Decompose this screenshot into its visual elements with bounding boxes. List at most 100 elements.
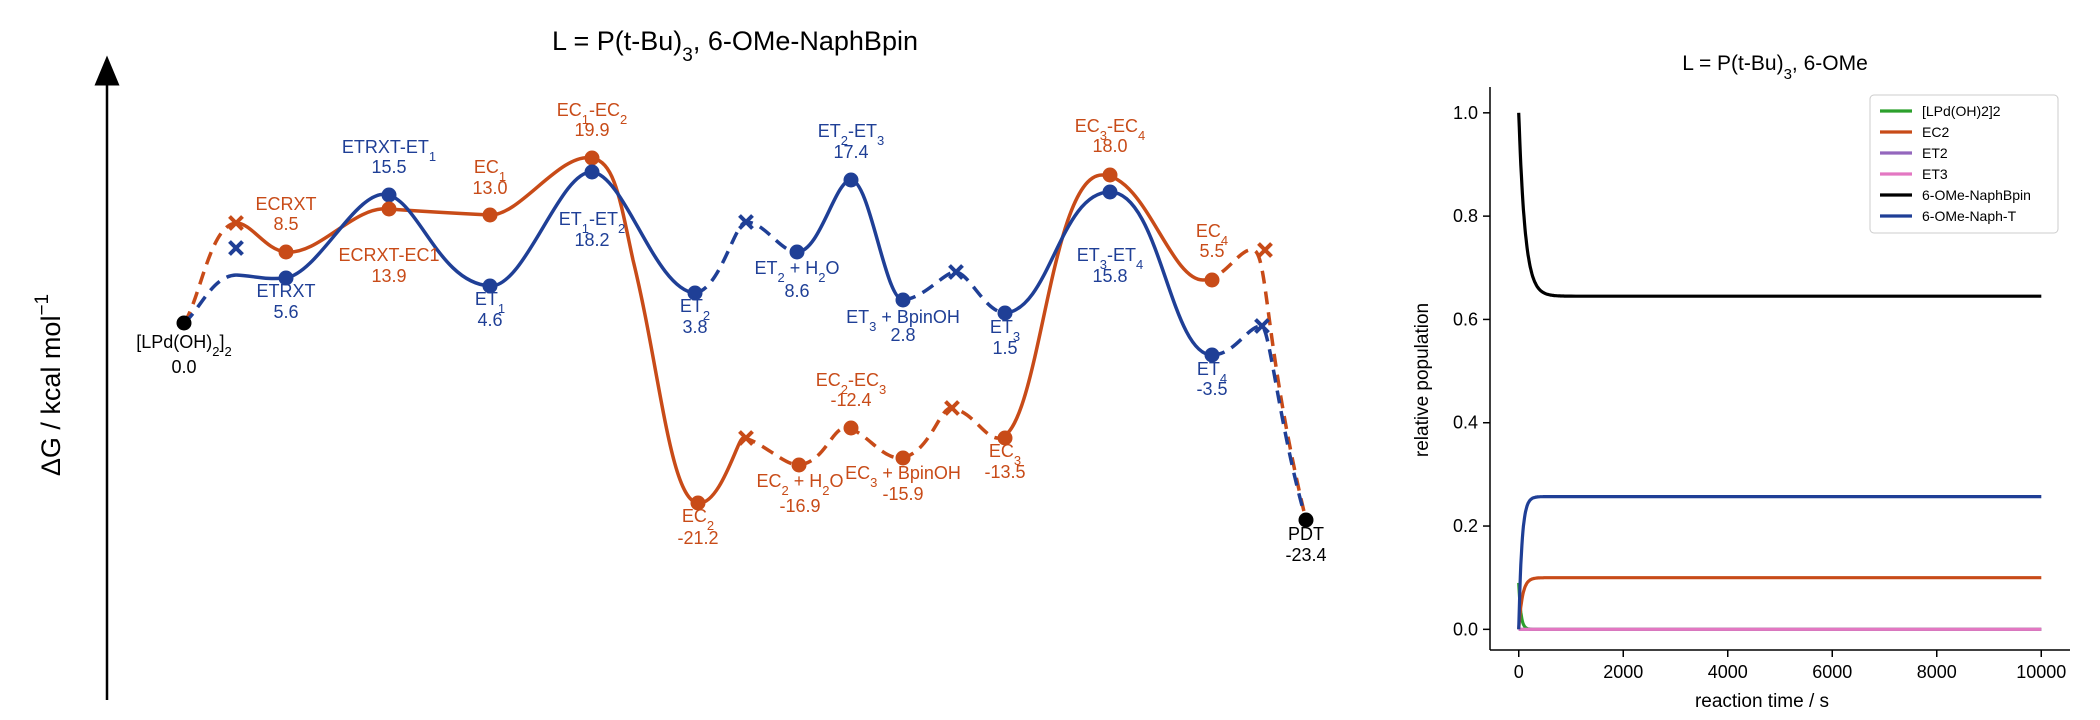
energy-markers <box>176 150 1314 528</box>
energy-value-ec3: -13.5 <box>984 462 1025 482</box>
energy-value-ecrxt: 8.5 <box>273 214 298 234</box>
energy-point-et3_bpinoh <box>895 292 911 308</box>
energy-point-ecrxt_ec1 <box>381 201 397 217</box>
energy-point-etrxt_et1 <box>381 187 397 203</box>
energy-label-et4: ET4 <box>1197 359 1227 386</box>
kinetics-title: L = P(t-Bu)3, 6-OMe <box>1682 52 1868 83</box>
energy-point-et4 <box>1204 347 1220 363</box>
orange-dashed-segment <box>182 221 237 324</box>
energy-point-et1 <box>482 278 498 294</box>
energy-point-et2_h2o <box>789 244 805 260</box>
energy-value-et2_et3: 17.4 <box>833 142 868 162</box>
blue-solid-segment <box>796 178 904 302</box>
energy-label-etrxt: ETRXT <box>256 281 315 301</box>
energy-label-ec1_ec2: EC1-EC2 <box>557 100 627 127</box>
energy-label-ec2: EC2 <box>682 506 714 533</box>
energy-label-ec1: EC1 <box>474 157 506 184</box>
x-tick-label: 10000 <box>2016 662 2066 682</box>
orange-pathway <box>182 156 1308 521</box>
energy-value-etrxt: 5.6 <box>273 302 298 322</box>
energy-point-ec2 <box>690 495 706 511</box>
energy-point-ec3_ec4 <box>1102 167 1118 183</box>
energy-value-ec1: 13.0 <box>472 178 507 198</box>
blue-dashed-segment <box>1211 324 1308 521</box>
intermediate-cross-marker <box>1257 242 1273 258</box>
energy-label-et2_h2o: ET2 + H2O <box>754 258 839 285</box>
y-tick-label: 0.6 <box>1453 309 1478 329</box>
energy-value-et3_et4: 15.8 <box>1092 266 1127 286</box>
kinetics-axes: 0 2000 4000 6000 8000 10000 0.0 0.2 0.4 0.6 0.8 1.0 <box>1453 87 2070 682</box>
energy-label-et2: ET2 <box>680 296 710 323</box>
energy-value-ec3_bpinoh: -15.9 <box>882 484 923 504</box>
energy-label-ecrxt: ECRXT <box>255 194 316 214</box>
energy-value-ecrxt_ec1: 13.9 <box>371 266 406 286</box>
energy-value-start: 0.0 <box>171 357 196 377</box>
y-tick-label: 1.0 <box>1453 103 1478 123</box>
energy-point-ec4 <box>1204 272 1220 288</box>
orange-solid-segment <box>235 156 745 505</box>
kinetics-y-label: relative population <box>1412 303 1433 457</box>
energy-label-ec2_ec3: EC2-EC3 <box>816 370 886 397</box>
energy-label-pdt: PDT <box>1288 524 1324 544</box>
energy-profile-title: L = P(t-Bu)3, 6-OMe-NaphBpin <box>552 26 918 66</box>
energy-point-et2_et3 <box>843 172 859 188</box>
x-tick-label: 2000 <box>1603 662 1643 682</box>
x-tick-label: 6000 <box>1812 662 1852 682</box>
energy-label-ecrxt_ec1: ECRXT-EC1 <box>338 245 439 265</box>
energy-value-et2_h2o: 8.6 <box>784 281 809 301</box>
energy-value-ec2_ec3: -12.4 <box>830 390 871 410</box>
energy-value-et1: 4.6 <box>477 310 502 330</box>
energy-label-start: [LPd(OH)2]2 <box>136 332 232 359</box>
legend-entry: ET2 <box>1922 145 1948 161</box>
energy-label-et1_et2: ET1-ET2 <box>559 209 625 236</box>
intermediate-cross-marker <box>948 264 964 280</box>
energy-value-ec4: 5.5 <box>1199 241 1224 261</box>
energy-label-et3_et4: ET3-ET4 <box>1077 245 1143 272</box>
x-tick-label: 4000 <box>1708 662 1748 682</box>
energy-point-et3_et4 <box>1102 184 1118 200</box>
energy-label-ec4: EC4 <box>1196 221 1228 248</box>
energy-label-et3: ET3 <box>990 317 1020 344</box>
energy-label-etrxt_et1: ETRXT-ET1 <box>342 137 436 164</box>
energy-point-et1_et2 <box>584 164 600 180</box>
intermediate-cross-marker <box>738 430 754 446</box>
orange-dashed-segment <box>742 406 1001 467</box>
energy-label-ec2_h2o: EC2 + H2O <box>756 471 843 498</box>
intermediate-cross-marker <box>738 214 754 230</box>
y-tick-label: 0.0 <box>1453 619 1478 639</box>
energy-value-ec3_ec4: 18.0 <box>1092 136 1127 156</box>
energy-label-ec3: EC3 <box>989 441 1021 468</box>
legend-frame <box>1869 94 2059 234</box>
legend-entry: 6-OMe-Naph-T <box>1922 208 2017 224</box>
energy-point-etrxt <box>278 270 294 286</box>
y-axis-label: ΔG / kcal mol−1 <box>32 294 66 476</box>
energy-point-pdt <box>1298 512 1314 528</box>
energy-value-et3_bpinoh: 2.8 <box>890 325 915 345</box>
intermediate-cross-marker <box>228 215 244 231</box>
energy-labels: [LPd(OH)2]20.0ECRXT8.5ETRXT5.6ETRXT-ET11… <box>136 100 1326 565</box>
y-tick-label: 0.2 <box>1453 516 1478 536</box>
energy-profile-chart: L = P(t-Bu)3, 6-OMe-NaphBpin ΔG / kcal m… <box>32 26 1327 700</box>
legend-entry: EC2 <box>1922 124 1949 140</box>
series-line--lpd-oh-2-2 <box>1517 582 2042 631</box>
kinetics-x-label: reaction time / s <box>1695 691 1829 712</box>
series-line-6-ome-naphbpin <box>1517 112 2042 298</box>
energy-point-ec3 <box>997 430 1013 446</box>
kinetics-lines <box>1517 112 2042 631</box>
y-tick-label: 0.4 <box>1453 413 1478 433</box>
energy-label-ec3_ec4: EC3-EC4 <box>1075 116 1145 143</box>
energy-point-ec2_h2o <box>791 457 807 473</box>
orange-dashed-segment <box>1202 248 1308 521</box>
energy-value-et1_et2: 18.2 <box>574 230 609 250</box>
blue-dashed-segment <box>182 273 237 325</box>
energy-point-et2 <box>687 285 703 301</box>
energy-value-pdt: -23.4 <box>1285 545 1326 565</box>
y-tick-label: 0.8 <box>1453 206 1478 226</box>
energy-point-start <box>176 315 192 331</box>
energy-value-etrxt_et1: 15.5 <box>371 157 406 177</box>
series-line-ec2 <box>1517 576 2042 630</box>
energy-point-ec1 <box>482 207 498 223</box>
intermediate-cross-marker <box>944 400 960 416</box>
energy-label-et1: ET1 <box>475 289 505 316</box>
